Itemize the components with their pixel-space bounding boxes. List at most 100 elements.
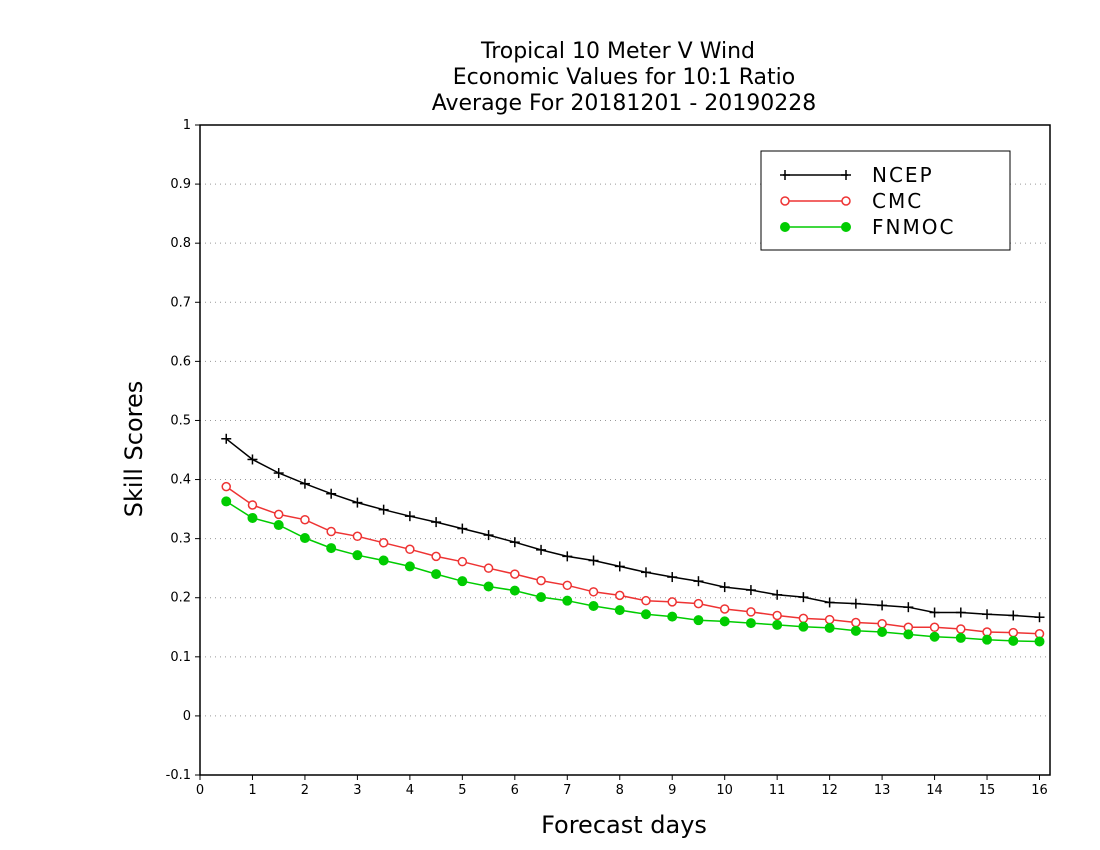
data-point-ncep <box>640 567 651 578</box>
data-point-ncep <box>457 523 468 534</box>
data-point-cmc <box>693 598 704 609</box>
data-point-ncep <box>772 589 783 600</box>
data-point-ncep <box>903 602 914 613</box>
data-point-cmc <box>378 538 389 548</box>
data-point-ncep <box>824 597 835 608</box>
x-tick-label: 1 <box>248 783 256 798</box>
legend-label-ncep: NCEP <box>872 163 934 187</box>
data-point-cmc <box>405 544 415 555</box>
x-tick-label: 10 <box>716 783 733 798</box>
x-tick-label: 0 <box>196 783 204 798</box>
data-point-ncep <box>431 517 442 528</box>
legend-marker-fnmoc <box>841 222 851 232</box>
data-point-ncep <box>273 468 284 479</box>
data-point-fnmoc <box>588 601 599 611</box>
data-point-fnmoc <box>299 533 310 544</box>
data-point-fnmoc <box>850 625 861 636</box>
y-tick-label: 0.1 <box>170 650 191 665</box>
data-point-fnmoc <box>1034 636 1045 647</box>
data-point-ncep <box>588 555 599 566</box>
data-point-ncep <box>404 511 415 522</box>
data-point-fnmoc <box>562 595 573 606</box>
data-point-cmc <box>510 569 520 579</box>
legend-marker-fnmoc <box>780 222 790 232</box>
data-point-ncep <box>929 607 940 618</box>
y-tick-label: 0.4 <box>170 473 191 488</box>
y-tick-label: 0.6 <box>170 354 191 369</box>
data-point-ncep <box>614 561 625 572</box>
data-point-cmc <box>798 613 809 624</box>
data-point-cmc <box>667 597 677 607</box>
data-point-cmc <box>352 531 363 542</box>
data-point-ncep <box>1034 612 1045 623</box>
data-point-fnmoc <box>247 512 258 523</box>
data-point-fnmoc <box>929 631 940 642</box>
x-tick-label: 4 <box>406 783 414 798</box>
y-tick-label: 0 <box>183 709 191 724</box>
data-point-ncep <box>877 600 888 611</box>
data-point-fnmoc <box>509 585 520 596</box>
y-tick-label: 0.3 <box>170 532 191 547</box>
x-tick-label: 5 <box>458 783 466 798</box>
data-point-fnmoc <box>221 496 232 507</box>
plot-frame <box>199 124 1051 776</box>
x-tick-label: 2 <box>301 783 309 798</box>
data-point-fnmoc <box>614 605 625 616</box>
data-point-ncep <box>982 609 993 620</box>
y-tick-label: 0.5 <box>170 413 191 428</box>
data-point-fnmoc <box>378 555 389 566</box>
axes: -0.100.10.20.30.40.50.60.70.80.910 1 2 3 4 5 6… <box>166 118 1051 798</box>
data-point-cmc <box>1008 627 1019 638</box>
data-point-cmc <box>326 526 336 537</box>
data-point-cmc <box>562 580 573 591</box>
data-point-cmc <box>824 614 835 625</box>
data-point-cmc <box>221 481 231 492</box>
series-layer <box>221 433 1045 647</box>
x-axis-label: Forecast days <box>541 811 707 839</box>
data-point-fnmoc <box>404 561 415 572</box>
data-point-fnmoc <box>483 581 494 592</box>
data-point-ncep <box>536 544 547 555</box>
data-point-fnmoc <box>693 615 704 626</box>
y-tick-label: 0.8 <box>170 236 191 251</box>
y-tick-label: 0.2 <box>170 591 191 606</box>
data-point-cmc <box>641 595 651 606</box>
data-point-ncep <box>326 488 337 499</box>
legend-marker-ncep <box>780 170 790 180</box>
data-point-ncep <box>667 572 678 583</box>
legend-marker-cmc <box>841 196 851 206</box>
x-tick-label: 6 <box>511 783 519 798</box>
data-point-ncep <box>352 497 363 508</box>
data-point-fnmoc <box>877 627 888 637</box>
data-point-ncep <box>378 504 389 515</box>
data-point-fnmoc <box>1008 635 1019 646</box>
x-tick-label: 8 <box>616 783 624 798</box>
data-point-cmc <box>929 622 940 633</box>
x-tick-label: 12 <box>821 783 838 798</box>
y-tick-label: -0.1 <box>166 768 191 783</box>
data-point-fnmoc <box>536 592 547 603</box>
data-point-cmc <box>536 575 546 586</box>
y-axis-label: Skill Scores <box>120 381 148 518</box>
data-point-ncep <box>955 607 966 618</box>
data-point-ncep <box>247 454 258 465</box>
x-tick-label: 11 <box>769 783 786 798</box>
y-tick-label: 0.9 <box>170 177 191 192</box>
data-point-fnmoc <box>326 543 337 554</box>
data-point-cmc <box>483 563 494 573</box>
data-point-cmc <box>247 500 258 510</box>
series-line-ncep <box>225 438 1040 618</box>
data-point-fnmoc <box>824 622 835 633</box>
series-line-fnmoc <box>225 500 1040 643</box>
data-point-ncep <box>1008 610 1019 621</box>
legend-item-fnmoc: FNMOC <box>780 215 953 239</box>
data-point-cmc <box>772 610 782 621</box>
legend-item-cmc: CMC <box>780 189 921 213</box>
data-point-fnmoc <box>457 576 468 587</box>
x-tick-label: 7 <box>563 783 571 798</box>
series-cmc <box>221 481 1045 639</box>
data-point-fnmoc <box>640 609 651 620</box>
legend-marker-cmc <box>780 196 790 206</box>
